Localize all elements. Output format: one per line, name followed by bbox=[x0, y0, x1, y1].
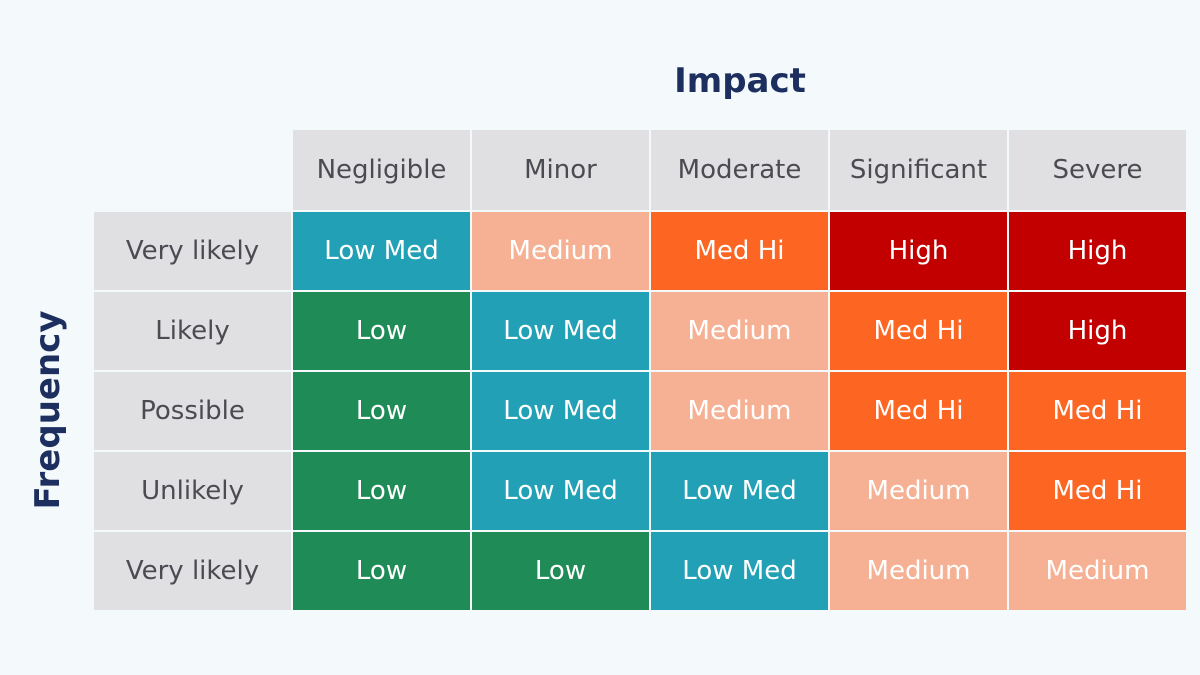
risk-cell: Medium bbox=[472, 212, 649, 290]
risk-grid: Negligible Minor Moderate Significant Se… bbox=[94, 130, 1186, 610]
risk-cell: Low bbox=[293, 292, 470, 370]
row-header-very-likely: Very likely bbox=[94, 212, 291, 290]
column-header-moderate: Moderate bbox=[651, 130, 828, 210]
risk-cell: Low Med bbox=[472, 452, 649, 530]
row-header-very-likely-bottom: Very likely bbox=[94, 532, 291, 610]
risk-cell: Low bbox=[472, 532, 649, 610]
column-header-negligible: Negligible bbox=[293, 130, 470, 210]
row-header-unlikely: Unlikely bbox=[94, 452, 291, 530]
column-header-minor: Minor bbox=[472, 130, 649, 210]
risk-cell: Med Hi bbox=[1009, 452, 1186, 530]
risk-cell: Medium bbox=[651, 292, 828, 370]
risk-cell: Low bbox=[293, 372, 470, 450]
risk-cell: High bbox=[1009, 292, 1186, 370]
risk-cell: High bbox=[830, 212, 1007, 290]
row-header-likely: Likely bbox=[94, 292, 291, 370]
risk-cell: Low bbox=[293, 532, 470, 610]
column-header-significant: Significant bbox=[830, 130, 1007, 210]
risk-cell: Med Hi bbox=[1009, 372, 1186, 450]
risk-cell: High bbox=[1009, 212, 1186, 290]
risk-cell: Low Med bbox=[651, 452, 828, 530]
risk-cell: Med Hi bbox=[830, 292, 1007, 370]
row-header-possible: Possible bbox=[94, 372, 291, 450]
risk-cell: Low Med bbox=[651, 532, 828, 610]
risk-cell: Med Hi bbox=[830, 372, 1007, 450]
risk-cell: Low Med bbox=[472, 292, 649, 370]
frequency-axis-title: Frequency bbox=[28, 310, 68, 510]
risk-cell: Low Med bbox=[293, 212, 470, 290]
risk-cell: Low Med bbox=[472, 372, 649, 450]
impact-axis-title: Impact bbox=[674, 61, 806, 101]
column-header-severe: Severe bbox=[1009, 130, 1186, 210]
grid-corner bbox=[94, 130, 291, 210]
risk-cell: Low bbox=[293, 452, 470, 530]
risk-cell: Medium bbox=[830, 532, 1007, 610]
risk-cell: Medium bbox=[651, 372, 828, 450]
risk-cell: Medium bbox=[830, 452, 1007, 530]
risk-cell: Medium bbox=[1009, 532, 1186, 610]
risk-cell: Med Hi bbox=[651, 212, 828, 290]
